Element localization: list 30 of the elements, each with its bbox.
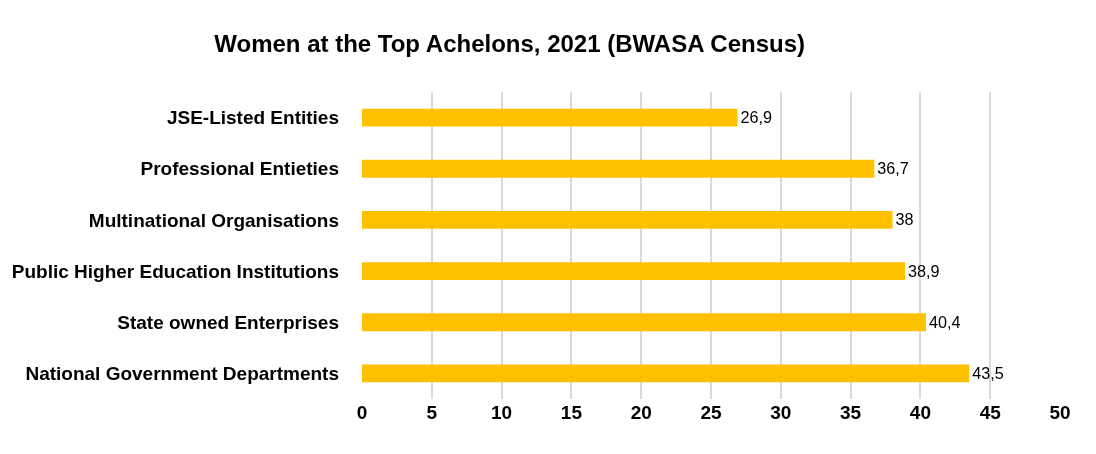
x-tick-label: 0	[356, 402, 368, 423]
y-tick-label: JSE-Listed Entities	[166, 107, 339, 129]
data-label: 38,9	[908, 261, 940, 280]
chart-title: Women at the Top Achelons, 2021 (BWASA Census)	[214, 29, 806, 57]
data-label: 43,5	[972, 363, 1004, 382]
bar	[362, 262, 906, 281]
x-tick-label: 40	[909, 402, 931, 423]
y-tick-label: National Government Departments	[25, 363, 339, 385]
x-tick-label: 35	[840, 402, 862, 423]
bar	[362, 210, 893, 229]
y-tick-label: Professional Entieties	[140, 158, 339, 180]
data-label: 38	[895, 210, 914, 229]
data-label: 36,7	[877, 159, 909, 178]
bar	[362, 364, 970, 383]
x-tick-label: 20	[630, 402, 652, 423]
y-tick-label: Multinational Organisations	[88, 209, 339, 231]
data-label: 40,4	[928, 312, 961, 331]
x-tick-label: 45	[979, 402, 1002, 423]
y-tick-label: State owned Enterprises	[117, 311, 339, 333]
bar	[362, 159, 875, 178]
y-tick-label: Public Higher Education Institutions	[11, 260, 339, 282]
x-tick-label: 5	[426, 402, 438, 423]
x-tick-label: 10	[491, 402, 513, 423]
data-label: 26,9	[740, 108, 773, 127]
bar	[362, 108, 738, 127]
x-tick-label: 50	[1049, 402, 1071, 423]
x-tick-label: 15	[560, 402, 583, 423]
bar	[362, 313, 926, 332]
x-tick-label: 25	[700, 402, 722, 423]
x-tick-label: 30	[770, 402, 792, 423]
